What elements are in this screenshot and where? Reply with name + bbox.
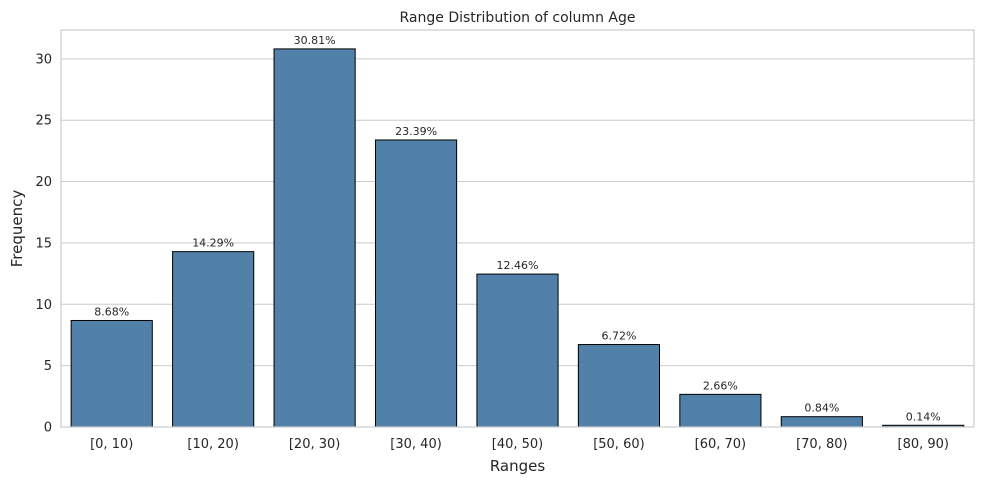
data-label: 30.81%: [294, 34, 336, 47]
data-label: 14.29%: [192, 237, 234, 250]
bar: [374, 139, 458, 428]
y-tick-label: 15: [35, 236, 52, 251]
bar: [577, 344, 661, 428]
y-tick-label: 25: [35, 114, 52, 129]
data-label: 8.68%: [94, 305, 129, 318]
x-tick-label: [50, 60): [593, 437, 645, 452]
data-label: 23.39%: [395, 125, 437, 138]
y-tick-label: 20: [35, 175, 52, 190]
x-tick-label: [40, 50): [492, 437, 544, 452]
x-axis-label: Ranges: [490, 457, 546, 475]
bars: [70, 48, 965, 428]
data-label: 6.72%: [601, 330, 636, 343]
plot-frame: [60, 29, 975, 428]
x-tick-label: [0, 10): [90, 437, 133, 452]
y-tick-label: 0: [44, 421, 52, 436]
data-label: 2.66%: [703, 379, 738, 392]
chart-title: Range Distribution of column Age: [400, 10, 636, 26]
bar: [273, 48, 356, 428]
y-axis-ticks: 0 5 10 15 20 25 30: [35, 52, 52, 435]
y-tick-label: 30: [35, 52, 52, 67]
bar: [780, 416, 863, 428]
bar: [476, 273, 559, 428]
x-tick-label: [10, 20): [187, 437, 239, 452]
x-tick-label: [70, 80): [796, 437, 848, 452]
x-tick-label: [20, 30): [289, 437, 341, 452]
bar: [679, 393, 762, 428]
data-label: 0.14%: [906, 410, 941, 423]
bar: [172, 251, 255, 428]
x-axis-ticks: [0, 10) [10, 20) [20, 30) [30, 40) [40, 50) […: [90, 437, 949, 452]
x-tick-label: [60, 70): [695, 437, 747, 452]
y-tick-label: 5: [44, 359, 52, 374]
y-tick-label: 10: [35, 298, 52, 313]
bar: [70, 319, 153, 428]
data-label: 12.46%: [497, 259, 539, 272]
y-axis-label: Frequency: [8, 190, 26, 268]
x-tick-label: [80, 90): [898, 437, 950, 452]
x-tick-label: [30, 40): [390, 437, 442, 452]
data-label: 0.84%: [804, 402, 839, 415]
data-labels: 8.68% 14.29% 30.81% 23.39% 12.46% 6.72% 2.66% 0…: [94, 34, 941, 423]
